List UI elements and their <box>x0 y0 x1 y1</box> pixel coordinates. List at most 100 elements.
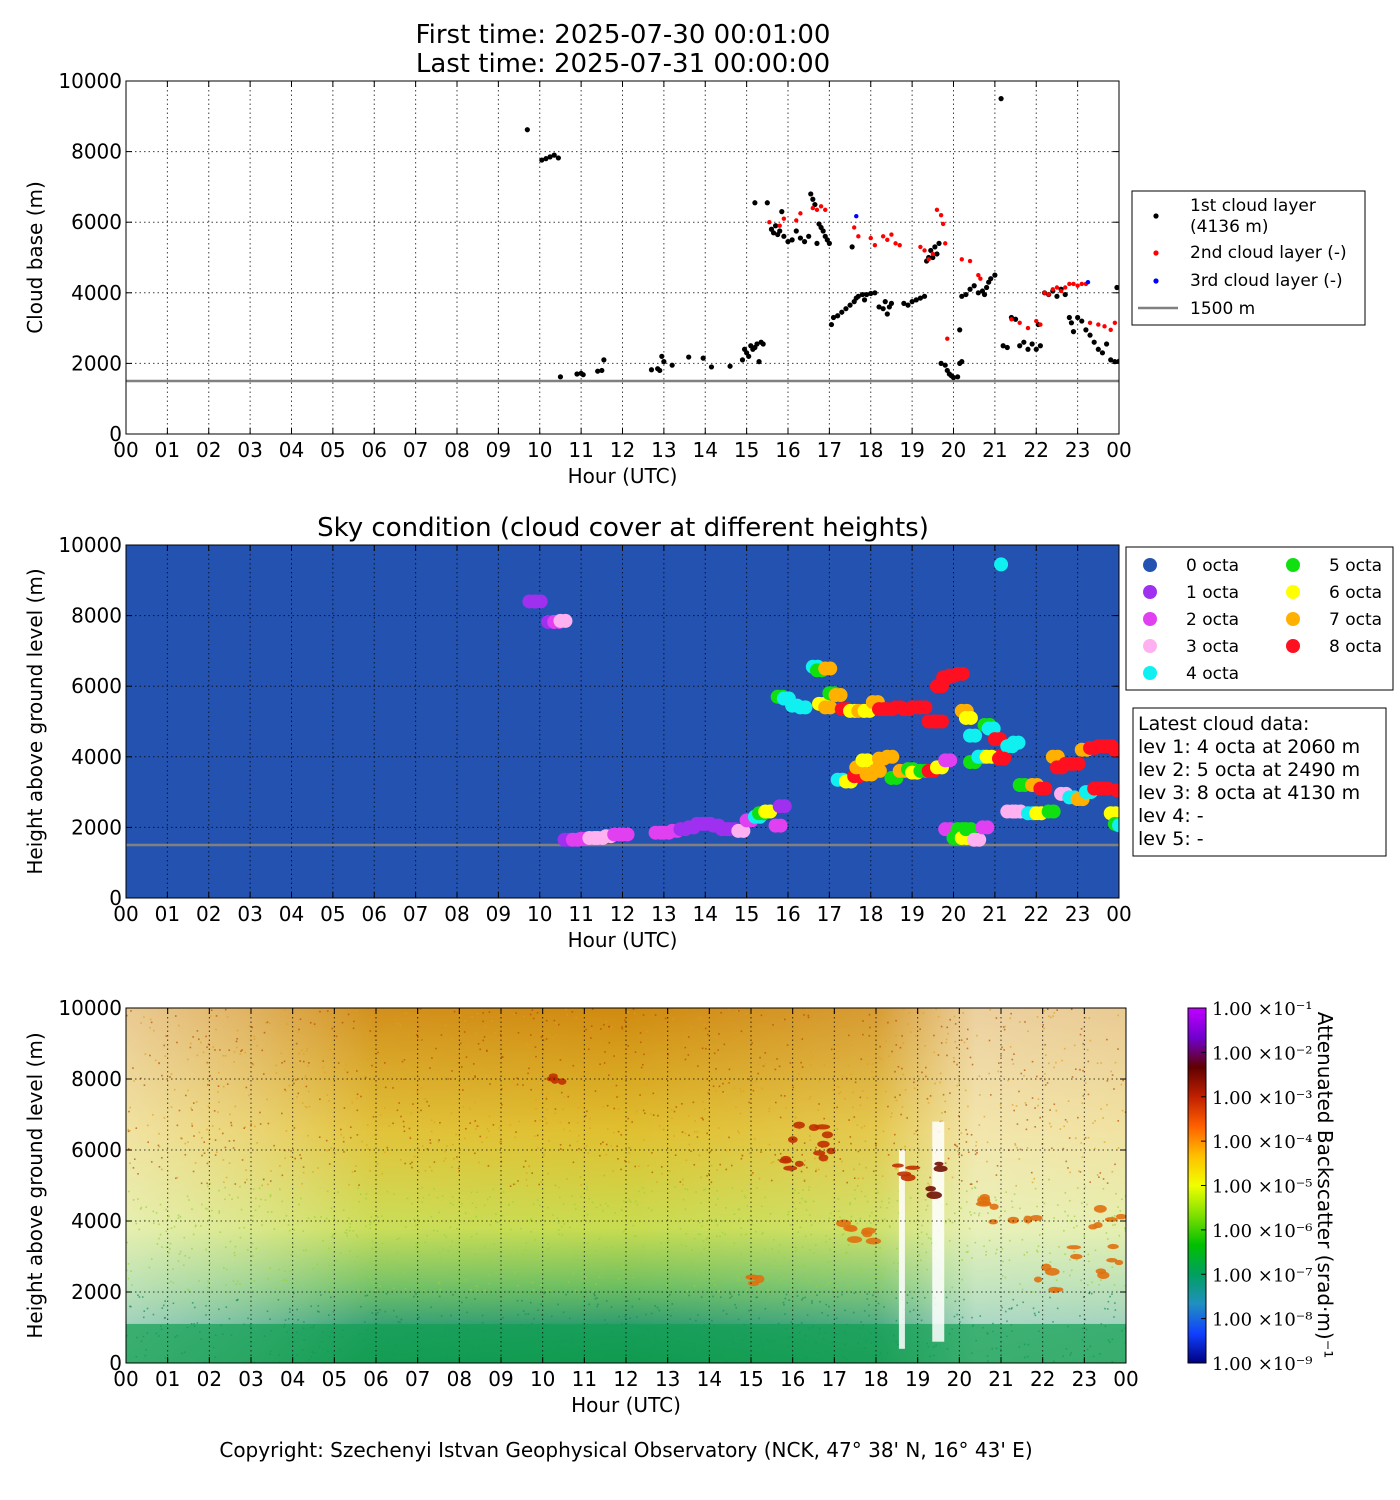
speckle <box>959 1321 961 1323</box>
speckle <box>287 1224 290 1226</box>
speckle <box>965 1201 968 1203</box>
speckle <box>529 1013 532 1016</box>
speckle <box>307 1065 309 1067</box>
speckle <box>881 1013 884 1015</box>
speckle <box>561 1234 563 1236</box>
data-point-layer-2 <box>880 234 886 239</box>
speckle <box>737 1208 740 1211</box>
data-point-layer-1 <box>950 374 957 381</box>
speckle <box>557 1229 560 1231</box>
speckle <box>269 1267 271 1270</box>
speckle <box>896 1270 898 1273</box>
speckle <box>1117 1014 1119 1017</box>
speckle <box>856 1184 859 1187</box>
speckle <box>489 1083 491 1085</box>
speckle <box>507 1204 510 1206</box>
speckle <box>700 1176 702 1179</box>
speckle <box>329 1048 331 1051</box>
speckle <box>436 1069 439 1071</box>
speckle <box>148 1266 151 1269</box>
speckle <box>638 1298 641 1300</box>
speckle <box>599 1204 602 1206</box>
speckle <box>225 1284 227 1286</box>
speckle <box>1061 1059 1063 1062</box>
speckle <box>1075 1259 1078 1261</box>
speckle <box>1122 1079 1124 1082</box>
speckle <box>348 1217 350 1219</box>
speckle <box>681 1131 684 1133</box>
speckle <box>540 1091 543 1094</box>
speckle <box>325 1217 328 1220</box>
data-point-layer-2 <box>1079 281 1084 287</box>
speckle <box>561 1091 563 1094</box>
speckle <box>868 1304 870 1306</box>
speckle <box>1043 1202 1046 1205</box>
colorbar-tick-label: 1.00 ×10⁻⁸ <box>1212 1310 1313 1331</box>
speckle <box>961 1259 964 1261</box>
speckle <box>599 1041 602 1043</box>
speckle <box>954 1300 957 1303</box>
cloud-feature <box>1066 1245 1082 1250</box>
speckle <box>752 1081 754 1084</box>
speckle <box>924 1296 926 1299</box>
speckle <box>344 1231 346 1234</box>
data-point-layer-1 <box>1099 350 1106 356</box>
speckle <box>841 1160 843 1163</box>
speckle <box>357 1187 360 1189</box>
speckle <box>537 1264 539 1266</box>
colorbar-tick-label: 1.00 ×10⁻⁵ <box>1212 1177 1313 1198</box>
speckle <box>806 1010 808 1012</box>
speckle <box>1064 1253 1066 1256</box>
speckle <box>738 1208 741 1211</box>
speckle <box>563 1223 566 1225</box>
speckle <box>852 1091 854 1094</box>
speckle <box>475 1128 477 1130</box>
speckle <box>591 1201 594 1204</box>
speckle <box>1031 1181 1034 1184</box>
speckle <box>406 1197 409 1200</box>
speckle <box>138 1296 141 1298</box>
speckle <box>290 1282 293 1285</box>
speckle <box>628 1146 631 1149</box>
speckle <box>430 1169 433 1172</box>
speckle <box>229 1113 231 1116</box>
data-point-layer-2 <box>781 216 787 221</box>
speckle <box>1024 1102 1027 1104</box>
speckle <box>801 1038 804 1040</box>
speckle <box>481 1322 484 1324</box>
speckle <box>258 1187 261 1190</box>
cloud-feature <box>1095 1268 1107 1275</box>
speckle <box>579 1075 582 1077</box>
speckle <box>1052 1015 1055 1017</box>
octa-point <box>620 827 635 842</box>
latest-data-line: lev 2: 5 octa at 2490 m <box>1138 759 1360 781</box>
speckle <box>953 1015 956 1018</box>
legend-marker <box>1153 278 1159 284</box>
speckle <box>1023 1254 1026 1256</box>
x-tick-label: 15 <box>738 1367 763 1391</box>
speckle <box>803 1164 806 1166</box>
speckle <box>797 1192 800 1194</box>
speckle <box>962 1012 965 1014</box>
speckle <box>793 1202 795 1205</box>
x-tick-label: 08 <box>447 1367 472 1391</box>
speckle <box>1022 1301 1024 1304</box>
speckle <box>768 1110 770 1113</box>
speckle <box>795 1250 797 1252</box>
speckle <box>158 1237 160 1240</box>
speckle <box>787 1213 789 1216</box>
speckle <box>1119 1210 1122 1212</box>
speckle <box>809 1135 811 1137</box>
speckle <box>443 1234 446 1236</box>
speckle <box>699 1056 701 1059</box>
speckle <box>331 1236 334 1238</box>
speckle <box>707 1092 710 1094</box>
data-point-layer-1 <box>1029 341 1035 347</box>
speckle <box>450 1314 452 1317</box>
speckle <box>416 1248 418 1251</box>
data-point-layer-1 <box>648 367 655 373</box>
speckle <box>1059 1128 1062 1130</box>
speckle <box>760 1205 763 1208</box>
speckle <box>911 1297 914 1299</box>
